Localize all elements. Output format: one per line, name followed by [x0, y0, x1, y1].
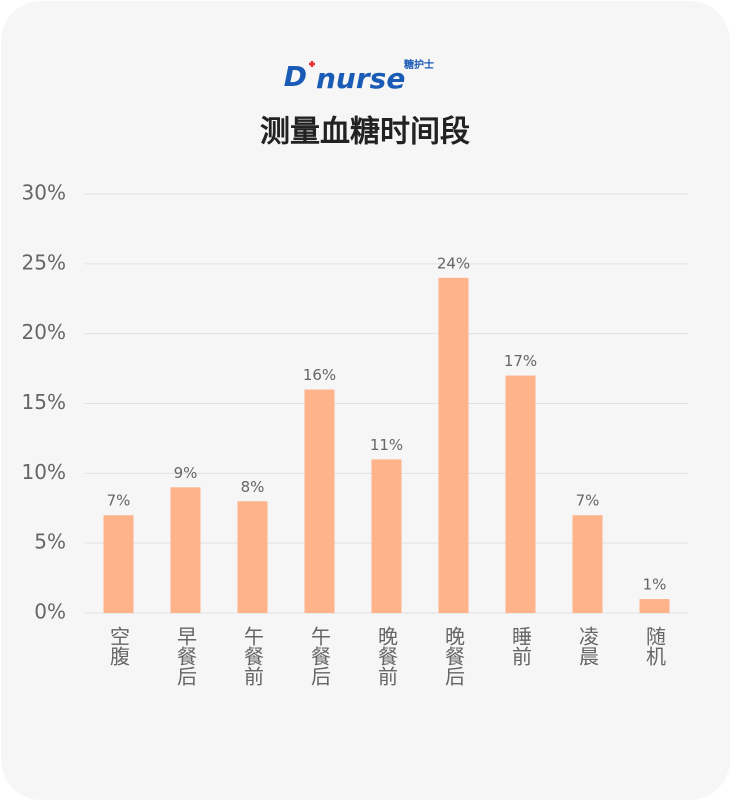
bar [505, 375, 536, 613]
bar [237, 501, 268, 613]
logo-mark: D [284, 60, 307, 93]
value-label: 7% [576, 492, 600, 510]
x-tick-label: 午餐后 [308, 626, 332, 686]
y-tick-label: 30% [22, 181, 66, 205]
bar [103, 515, 134, 613]
value-label: 16% [303, 366, 336, 384]
y-tick-label: 20% [22, 320, 66, 344]
value-label: 24% [437, 254, 470, 272]
x-tick-label: 早餐后 [174, 626, 198, 686]
x-tick-label: 午餐前 [241, 626, 265, 686]
x-tick-label: 凌晨 [576, 626, 600, 666]
x-tick-label: 空腹 [107, 626, 131, 666]
y-tick-label: 10% [22, 460, 66, 484]
bar [170, 487, 201, 613]
x-tick-label: 晚餐后 [442, 626, 466, 686]
value-label: 1% [643, 576, 667, 594]
x-tick-label: 随机 [643, 626, 667, 666]
value-label: 9% [174, 464, 198, 482]
y-tick-label: 25% [22, 250, 66, 274]
logo-brand: 糖护士 [404, 58, 434, 71]
x-tick-label: 睡前 [509, 626, 533, 666]
y-tick-label: 0% [34, 600, 66, 624]
logo-cross [309, 61, 315, 67]
value-label: 11% [370, 436, 403, 454]
chart-title: 测量血糖时间段 [260, 115, 470, 150]
value-label: 7% [107, 492, 131, 510]
bar [639, 599, 670, 613]
value-label: 8% [241, 478, 265, 496]
value-label: 17% [504, 352, 537, 370]
bar [371, 459, 402, 613]
bar [438, 277, 469, 613]
y-tick-label: 15% [22, 390, 66, 414]
logo-word: nurse [316, 62, 405, 95]
bar [304, 389, 335, 613]
bar [572, 515, 603, 613]
x-tick-label: 晚餐前 [375, 626, 399, 686]
y-tick-label: 5% [34, 530, 66, 554]
